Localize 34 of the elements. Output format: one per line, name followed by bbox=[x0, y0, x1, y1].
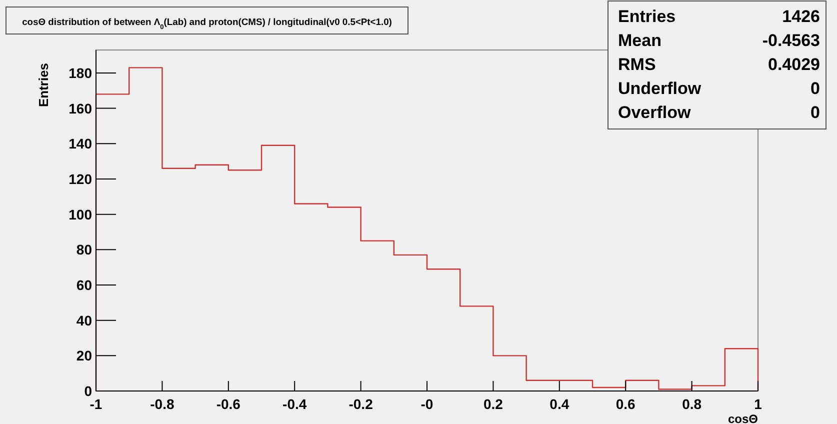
x-tick-label: 0.8 bbox=[682, 396, 702, 412]
x-tick-label: -0 bbox=[420, 396, 434, 412]
y-tick-label: 160 bbox=[68, 100, 92, 116]
annotation: Mean bbox=[618, 31, 662, 50]
x-tick-label: 0.6 bbox=[616, 396, 636, 412]
x-tick-label: 1 bbox=[754, 396, 762, 412]
y-tick-label: 140 bbox=[68, 136, 92, 152]
text: 0 bbox=[810, 79, 820, 98]
y-tick-label: 180 bbox=[68, 64, 92, 81]
text: Entries bbox=[618, 7, 676, 26]
y-tick-label: 40 bbox=[76, 312, 92, 328]
y-tick-label: 80 bbox=[76, 242, 92, 258]
annotation: Underflow bbox=[618, 79, 702, 98]
annotation: Overflow bbox=[618, 103, 692, 122]
x-tick-label: 0.4 bbox=[550, 396, 570, 412]
x-tick-label: -0.2 bbox=[348, 396, 374, 412]
y-tick-label: 100 bbox=[68, 206, 92, 222]
x-tick-label: -0.4 bbox=[282, 396, 307, 412]
x-tick-label: 0.2 bbox=[483, 396, 504, 412]
x-tick-label: -0.8 bbox=[150, 396, 174, 412]
x-axis-title: cosΘ bbox=[728, 412, 758, 424]
annotation: RMS bbox=[618, 55, 656, 74]
y-tick-label: 60 bbox=[76, 276, 92, 293]
x-tick-label: -1 bbox=[90, 396, 102, 412]
y-axis-title: Entries bbox=[36, 62, 51, 108]
x-tick-label: -0.6 bbox=[216, 396, 241, 412]
text: 0.4029 bbox=[768, 55, 820, 74]
text: -0.4563 bbox=[762, 31, 820, 50]
y-tick-label: 0 bbox=[84, 383, 92, 399]
y-tick-label: 20 bbox=[76, 348, 92, 364]
chart-title: cosΘ distribution of between Λ$_{0}$(Lab) and proton(CMS) / longitudinal(v0 0.5<Pt<1.0) bbox=[22, 16, 392, 30]
text: 0 bbox=[810, 103, 820, 122]
text: 1426 bbox=[782, 7, 820, 26]
y-tick-label: 120 bbox=[68, 170, 92, 187]
